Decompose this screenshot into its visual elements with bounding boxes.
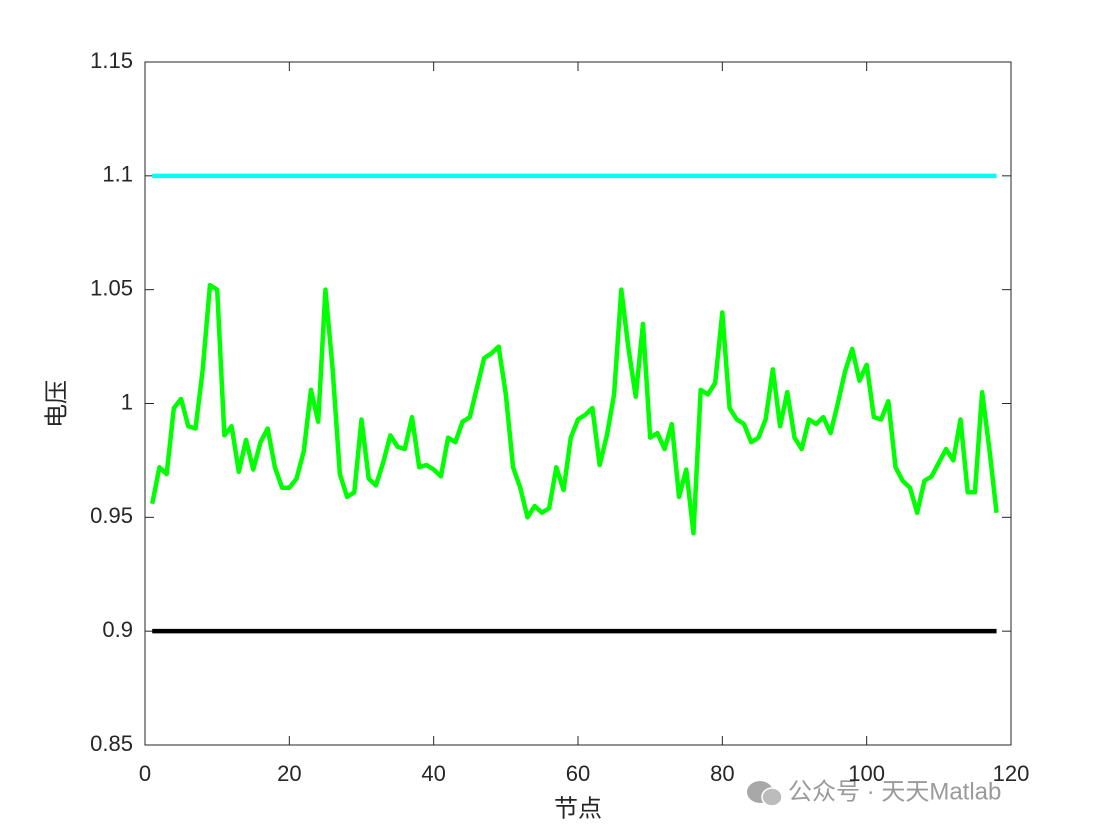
y-tick-label: 0.85: [90, 731, 133, 756]
x-tick-label: 80: [710, 761, 734, 786]
x-tick-label: 40: [421, 761, 445, 786]
y-tick-label: 1.1: [102, 162, 133, 187]
x-axis-label: 节点: [554, 795, 602, 823]
y-tick-label: 1.05: [90, 275, 133, 300]
x-tick-label: 0: [139, 761, 151, 786]
y-tick-label: 1.15: [90, 48, 133, 73]
y-axis-label: 电压: [43, 380, 71, 428]
plot-frame: [144, 61, 1012, 746]
watermark: 公众号 · 天天Matlab: [788, 778, 1001, 805]
x-tick-label: 60: [566, 761, 590, 786]
x-tick-label: 120: [993, 761, 1030, 786]
x-tick-label: 100: [848, 761, 885, 786]
y-tick-label: 0.9: [102, 617, 133, 642]
y-tick-label: 1: [121, 389, 133, 414]
series-line: [150, 282, 999, 536]
watermark-icon: [747, 781, 783, 807]
x-tick-label: 20: [277, 761, 301, 786]
y-tick-label: 0.95: [90, 503, 133, 528]
